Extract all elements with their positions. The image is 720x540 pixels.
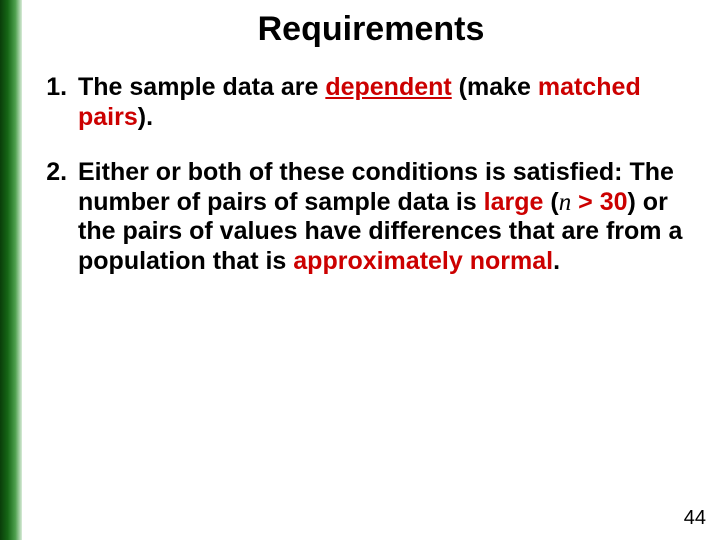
list-item: The sample data are dependent (make matc…: [74, 73, 692, 132]
item1-post1: (make: [452, 73, 538, 101]
list-item: Either or both of these conditions is sa…: [74, 158, 692, 276]
page-title: Requirements: [22, 10, 720, 49]
item2-n: n: [559, 189, 572, 216]
item2-large: large: [484, 188, 544, 216]
item2-paren-close: ): [628, 188, 643, 216]
item2-end: .: [553, 247, 560, 275]
item2-gt30: > 30: [571, 188, 627, 216]
item2-approx: approximately normal: [293, 247, 553, 275]
requirements-list: The sample data are dependent (make matc…: [32, 73, 692, 276]
item2-paren-open: (: [543, 188, 558, 216]
page-number: 44: [684, 507, 706, 530]
sidebar-gradient: [0, 0, 22, 540]
slide-body: Requirements The sample data are depende…: [22, 0, 720, 540]
item1-dependent: dependent: [325, 73, 451, 101]
item1-post3: ).: [138, 103, 153, 131]
item1-pre: The sample data are: [78, 73, 325, 101]
